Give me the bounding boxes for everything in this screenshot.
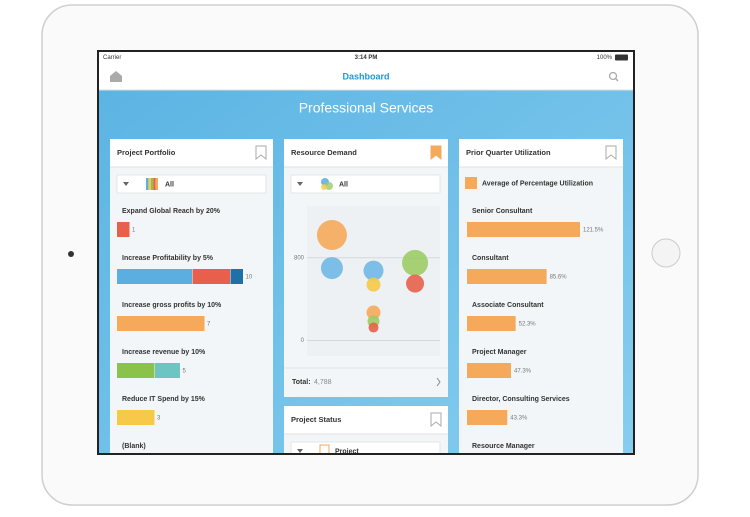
bar-value: 47.3%: [514, 369, 532, 375]
panel-header: [110, 139, 273, 167]
filter-icon: [153, 178, 156, 190]
item-label: Resource Manager: [472, 443, 535, 450]
chevron[interactable]: [436, 377, 441, 387]
dropdown-arrow: [297, 182, 303, 186]
legend-swatch: [465, 177, 477, 189]
camera: [68, 251, 74, 257]
battery-level: 100%: [597, 55, 613, 61]
filter-icon: [155, 178, 158, 190]
item-label: Director, Consulting Services: [472, 396, 570, 403]
item-label: Reduce IT Spend by 15%: [122, 396, 206, 403]
bubble: [366, 277, 381, 292]
bubble: [366, 305, 381, 320]
legend-label: Average of Percentage Utilization: [482, 180, 593, 187]
bar-value: 85.6%: [550, 275, 568, 281]
bar: [467, 222, 580, 237]
panel-title: Prior Quarter Utilization: [466, 148, 551, 157]
filter-box[interactable]: [290, 441, 441, 460]
filter-icon: [321, 184, 327, 190]
bar-value: 1: [132, 228, 136, 234]
item-label: (Blank): [122, 443, 146, 450]
bookmark[interactable]: [255, 145, 267, 161]
item-label: Increase Profitability by 5%: [122, 255, 214, 262]
panel-header: [459, 139, 623, 167]
bar: [467, 269, 547, 284]
item-label: Senior Consultant: [472, 208, 533, 215]
bar-segment: [192, 269, 230, 284]
bar-value: 121.5%: [583, 228, 604, 234]
item-label: Associate Consultant: [472, 302, 544, 309]
dropdown-arrow: [123, 182, 129, 186]
filter-value: All: [339, 181, 348, 188]
y-tick-label: 800: [294, 255, 305, 261]
bar-segment: [117, 316, 205, 331]
home-icon[interactable]: [110, 71, 122, 82]
bar-segment: [155, 363, 180, 378]
item-label: Increase gross profits by 10%: [122, 302, 222, 309]
bar-segment: [230, 269, 243, 284]
bar-value: 7: [207, 322, 211, 328]
bar-segment: [117, 269, 192, 284]
carrier: Carrier: [103, 55, 121, 61]
filter-box[interactable]: [116, 174, 267, 194]
item-label: Expand Global Reach by 20%: [122, 208, 221, 215]
dropdown-arrow: [297, 449, 303, 453]
total-value: 4,788: [314, 379, 332, 386]
y-tick-label: 0: [301, 338, 305, 344]
bookmark[interactable]: [430, 145, 442, 161]
filter-value: All: [165, 181, 174, 188]
search-handle: [614, 77, 619, 82]
bubble: [406, 274, 425, 293]
filter-icon: [319, 444, 330, 453]
bubble: [363, 260, 384, 281]
bar-value: 52.3%: [519, 322, 537, 328]
bar: [467, 363, 511, 378]
filter-icon: [325, 182, 333, 190]
filter-box[interactable]: [290, 174, 441, 194]
filter-icon: [148, 178, 151, 190]
bar-segment: [117, 410, 155, 425]
clock: 3:14 PM: [355, 55, 378, 61]
bubble: [320, 257, 343, 280]
page-title: Professional Services: [299, 100, 434, 116]
bar-value: 43.3%: [510, 416, 528, 422]
total-label: Total:: [292, 379, 311, 386]
bar-value: 10: [246, 275, 253, 281]
nav-bar: [99, 62, 633, 90]
panel: [459, 139, 623, 453]
bar: [467, 316, 516, 331]
panel-title: Project Status: [291, 415, 341, 424]
filter-icon: [146, 178, 149, 190]
panel-header: [284, 406, 448, 434]
screen: Carrier 3:14 PM 100% Dashboard Professional …: [99, 52, 633, 460]
item-label: Project Manager: [472, 349, 527, 356]
panel-title: Resource Demand: [291, 148, 357, 157]
bar-value: 3: [157, 416, 161, 422]
bookmark[interactable]: [605, 145, 617, 161]
bubble: [368, 322, 379, 333]
bar: [467, 410, 508, 425]
panel-header: [284, 139, 448, 167]
status-bar: [99, 52, 633, 62]
bubble: [316, 219, 347, 250]
battery-icon: [615, 54, 628, 61]
panel-title: Project Portfolio: [117, 148, 176, 157]
bookmark[interactable]: [430, 412, 442, 428]
home-button[interactable]: [651, 238, 681, 268]
item-label: Consultant: [472, 255, 509, 262]
filter-value: Project: [335, 448, 359, 455]
filter-icon: [150, 178, 154, 190]
bar-value: 5: [183, 369, 187, 375]
nav-title: Dashboard: [342, 71, 389, 81]
item-label: Increase revenue by 10%: [122, 349, 206, 356]
bar-segment: [117, 222, 130, 237]
bar-segment: [117, 363, 155, 378]
search-icon[interactable]: [608, 71, 618, 81]
bubble: [402, 249, 429, 276]
